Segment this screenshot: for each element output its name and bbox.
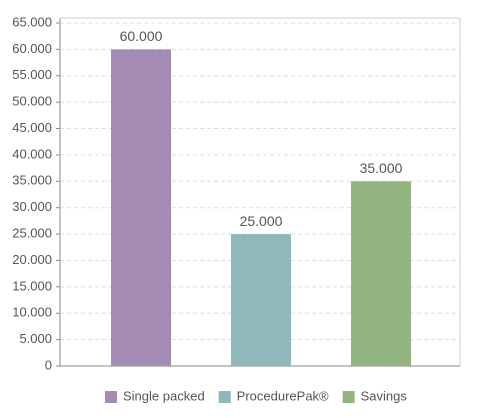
y-tick-label: 5.000 xyxy=(19,331,52,346)
y-tick-label: 10.000 xyxy=(12,305,52,320)
bar xyxy=(351,181,411,366)
y-tick-label: 30.000 xyxy=(12,199,52,214)
y-tick-label: 45.000 xyxy=(12,120,52,135)
data-label: 25.000 xyxy=(240,213,283,229)
data-label: 60.000 xyxy=(120,28,163,44)
bar xyxy=(111,49,171,367)
y-tick-label: 15.000 xyxy=(12,278,52,293)
legend-swatch xyxy=(218,391,231,403)
y-tick-label: 25.000 xyxy=(12,226,52,241)
y-tick-label: 60.000 xyxy=(12,41,52,56)
legend-swatch xyxy=(342,391,355,403)
y-tick-label: 65.000 xyxy=(12,14,52,29)
y-tick-label: 0 xyxy=(45,357,52,372)
y-tick-label: 35.000 xyxy=(12,173,52,188)
y-tick-label: 55.000 xyxy=(12,67,52,82)
data-label: 35.000 xyxy=(360,160,403,176)
y-tick-label: 20.000 xyxy=(12,252,52,267)
bar xyxy=(231,234,291,366)
legend-label: Savings xyxy=(361,388,408,403)
y-tick-label: 50.000 xyxy=(12,94,52,109)
y-tick-label: 40.000 xyxy=(12,146,52,161)
legend-label: Single packed xyxy=(123,388,205,403)
legend-label: ProcedurePak® xyxy=(237,388,329,403)
legend-swatch xyxy=(105,391,117,403)
